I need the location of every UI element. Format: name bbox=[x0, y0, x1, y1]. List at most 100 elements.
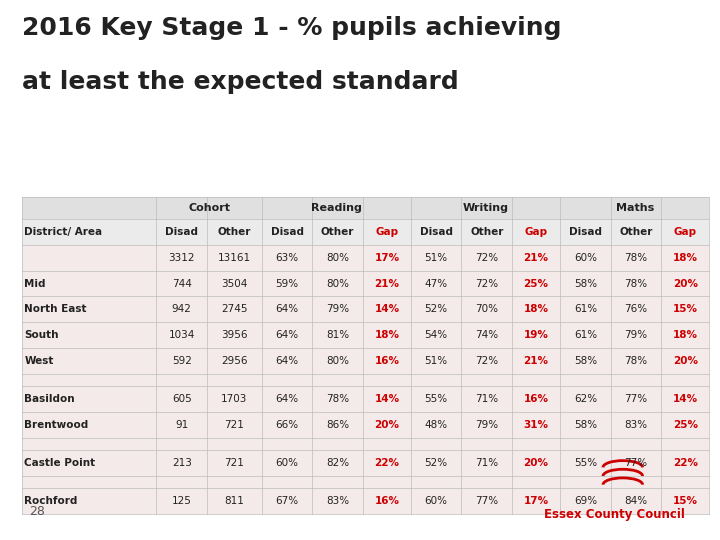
Text: 64%: 64% bbox=[276, 394, 299, 404]
Text: Disad: Disad bbox=[165, 227, 198, 237]
Text: Mid: Mid bbox=[24, 279, 46, 288]
Text: 21%: 21% bbox=[523, 356, 549, 366]
Text: 78%: 78% bbox=[326, 394, 349, 404]
Text: 60%: 60% bbox=[425, 496, 448, 505]
Text: Basildon: Basildon bbox=[24, 394, 75, 404]
Text: 13161: 13161 bbox=[218, 253, 251, 262]
Text: Reading: Reading bbox=[311, 203, 361, 213]
Text: 74%: 74% bbox=[475, 330, 498, 340]
Text: 592: 592 bbox=[172, 356, 192, 366]
Text: 721: 721 bbox=[225, 458, 244, 468]
Text: 20%: 20% bbox=[374, 420, 400, 430]
Text: 58%: 58% bbox=[574, 279, 597, 288]
Text: 72%: 72% bbox=[475, 279, 498, 288]
Text: 25%: 25% bbox=[672, 420, 698, 430]
Text: 3956: 3956 bbox=[221, 330, 248, 340]
Text: Other: Other bbox=[470, 227, 503, 237]
Text: 64%: 64% bbox=[276, 330, 299, 340]
Text: 64%: 64% bbox=[276, 305, 299, 314]
Text: 58%: 58% bbox=[574, 420, 597, 430]
Text: at least the expected standard: at least the expected standard bbox=[22, 70, 459, 94]
Text: 91: 91 bbox=[175, 420, 189, 430]
Text: Gap: Gap bbox=[674, 227, 697, 237]
Text: 59%: 59% bbox=[276, 279, 299, 288]
Text: 22%: 22% bbox=[672, 458, 698, 468]
Text: 52%: 52% bbox=[425, 305, 448, 314]
Text: Other: Other bbox=[217, 227, 251, 237]
Text: 83%: 83% bbox=[326, 496, 349, 505]
Text: Other: Other bbox=[619, 227, 652, 237]
Text: 19%: 19% bbox=[523, 330, 549, 340]
Text: 83%: 83% bbox=[624, 420, 647, 430]
Text: 21%: 21% bbox=[523, 253, 549, 262]
Text: District/ Area: District/ Area bbox=[24, 227, 103, 237]
Text: 80%: 80% bbox=[326, 356, 349, 366]
Text: 744: 744 bbox=[172, 279, 192, 288]
Text: 1034: 1034 bbox=[168, 330, 195, 340]
Text: 20%: 20% bbox=[523, 458, 549, 468]
Text: 51%: 51% bbox=[425, 356, 448, 366]
Text: 22%: 22% bbox=[374, 458, 400, 468]
Text: 63%: 63% bbox=[276, 253, 299, 262]
Text: 77%: 77% bbox=[624, 458, 647, 468]
Text: 3312: 3312 bbox=[168, 253, 195, 262]
Text: 15%: 15% bbox=[672, 305, 698, 314]
Text: 1703: 1703 bbox=[221, 394, 248, 404]
Text: 213: 213 bbox=[172, 458, 192, 468]
Text: Maths: Maths bbox=[616, 203, 654, 213]
Text: 54%: 54% bbox=[425, 330, 448, 340]
Text: Rochford: Rochford bbox=[24, 496, 78, 505]
Text: 16%: 16% bbox=[374, 496, 400, 505]
Text: Essex County Council: Essex County Council bbox=[544, 508, 685, 521]
Text: 62%: 62% bbox=[574, 394, 597, 404]
Text: 18%: 18% bbox=[672, 253, 698, 262]
Text: 3504: 3504 bbox=[221, 279, 248, 288]
Text: 77%: 77% bbox=[624, 394, 647, 404]
Text: 60%: 60% bbox=[276, 458, 299, 468]
Text: 14%: 14% bbox=[374, 305, 400, 314]
Text: 58%: 58% bbox=[574, 356, 597, 366]
Text: 86%: 86% bbox=[326, 420, 349, 430]
Text: Brentwood: Brentwood bbox=[24, 420, 89, 430]
Text: 20%: 20% bbox=[672, 279, 698, 288]
Text: 55%: 55% bbox=[574, 458, 597, 468]
Text: 20%: 20% bbox=[672, 356, 698, 366]
Text: 79%: 79% bbox=[326, 305, 349, 314]
Text: 48%: 48% bbox=[425, 420, 448, 430]
Text: 52%: 52% bbox=[425, 458, 448, 468]
Text: 61%: 61% bbox=[574, 305, 597, 314]
Text: 77%: 77% bbox=[475, 496, 498, 505]
Text: Castle Point: Castle Point bbox=[24, 458, 96, 468]
Text: 67%: 67% bbox=[276, 496, 299, 505]
Text: Gap: Gap bbox=[375, 227, 398, 237]
Text: 84%: 84% bbox=[624, 496, 647, 505]
Text: 78%: 78% bbox=[624, 356, 647, 366]
Text: 2745: 2745 bbox=[221, 305, 248, 314]
Text: 55%: 55% bbox=[425, 394, 448, 404]
Text: 51%: 51% bbox=[425, 253, 448, 262]
Text: 18%: 18% bbox=[672, 330, 698, 340]
Text: South: South bbox=[24, 330, 59, 340]
Text: 60%: 60% bbox=[574, 253, 597, 262]
Text: 125: 125 bbox=[172, 496, 192, 505]
Text: 47%: 47% bbox=[425, 279, 448, 288]
Text: 16%: 16% bbox=[374, 356, 400, 366]
Text: 2956: 2956 bbox=[221, 356, 248, 366]
Text: 942: 942 bbox=[172, 305, 192, 314]
Text: 61%: 61% bbox=[574, 330, 597, 340]
Text: Disad: Disad bbox=[420, 227, 453, 237]
Text: 14%: 14% bbox=[672, 394, 698, 404]
Text: Other: Other bbox=[321, 227, 354, 237]
Text: Writing: Writing bbox=[462, 203, 508, 213]
Text: 21%: 21% bbox=[374, 279, 400, 288]
Text: 79%: 79% bbox=[475, 420, 498, 430]
Text: 70%: 70% bbox=[475, 305, 498, 314]
Text: 28: 28 bbox=[29, 505, 45, 518]
Text: 25%: 25% bbox=[523, 279, 549, 288]
Text: 71%: 71% bbox=[475, 458, 498, 468]
Text: Disad: Disad bbox=[271, 227, 304, 237]
Text: 66%: 66% bbox=[276, 420, 299, 430]
Text: 69%: 69% bbox=[574, 496, 597, 505]
Text: 18%: 18% bbox=[374, 330, 400, 340]
Text: 2016 Key Stage 1 - % pupils achieving: 2016 Key Stage 1 - % pupils achieving bbox=[22, 16, 561, 40]
